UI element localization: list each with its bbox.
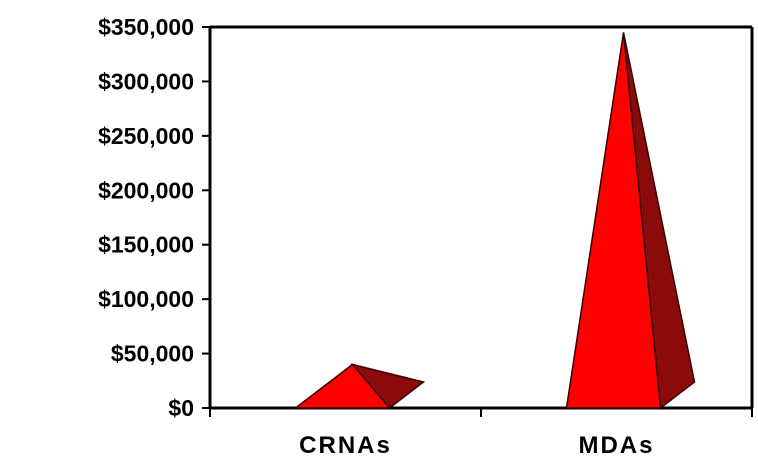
- bar-front-face: [293, 363, 392, 409]
- x-axis-category-label: MDAs: [578, 432, 654, 459]
- y-axis-tick-label: $350,000: [98, 14, 194, 40]
- bars: [293, 32, 696, 410]
- y-axis-tick-label: $250,000: [98, 123, 194, 149]
- x-axis-category-label: CRNAs: [299, 432, 392, 459]
- bar-front-face: [565, 32, 662, 409]
- y-axis-tick-label: $200,000: [98, 177, 194, 203]
- y-axis-tick-label: $100,000: [98, 286, 194, 312]
- y-axis-ticks: $0 $50,000 $100,000 $150,000 $200,000 $250,00…: [98, 14, 210, 421]
- x-axis-labels: CRNAs MDAs: [299, 432, 654, 459]
- y-axis-tick-label: $50,000: [111, 341, 194, 367]
- bar-mdas: [565, 32, 696, 410]
- y-axis-tick-label: $300,000: [98, 68, 194, 94]
- y-axis-tick-label: $150,000: [98, 232, 194, 258]
- y-axis-tick-label: $0: [168, 395, 194, 421]
- bar-crnas: [293, 363, 426, 410]
